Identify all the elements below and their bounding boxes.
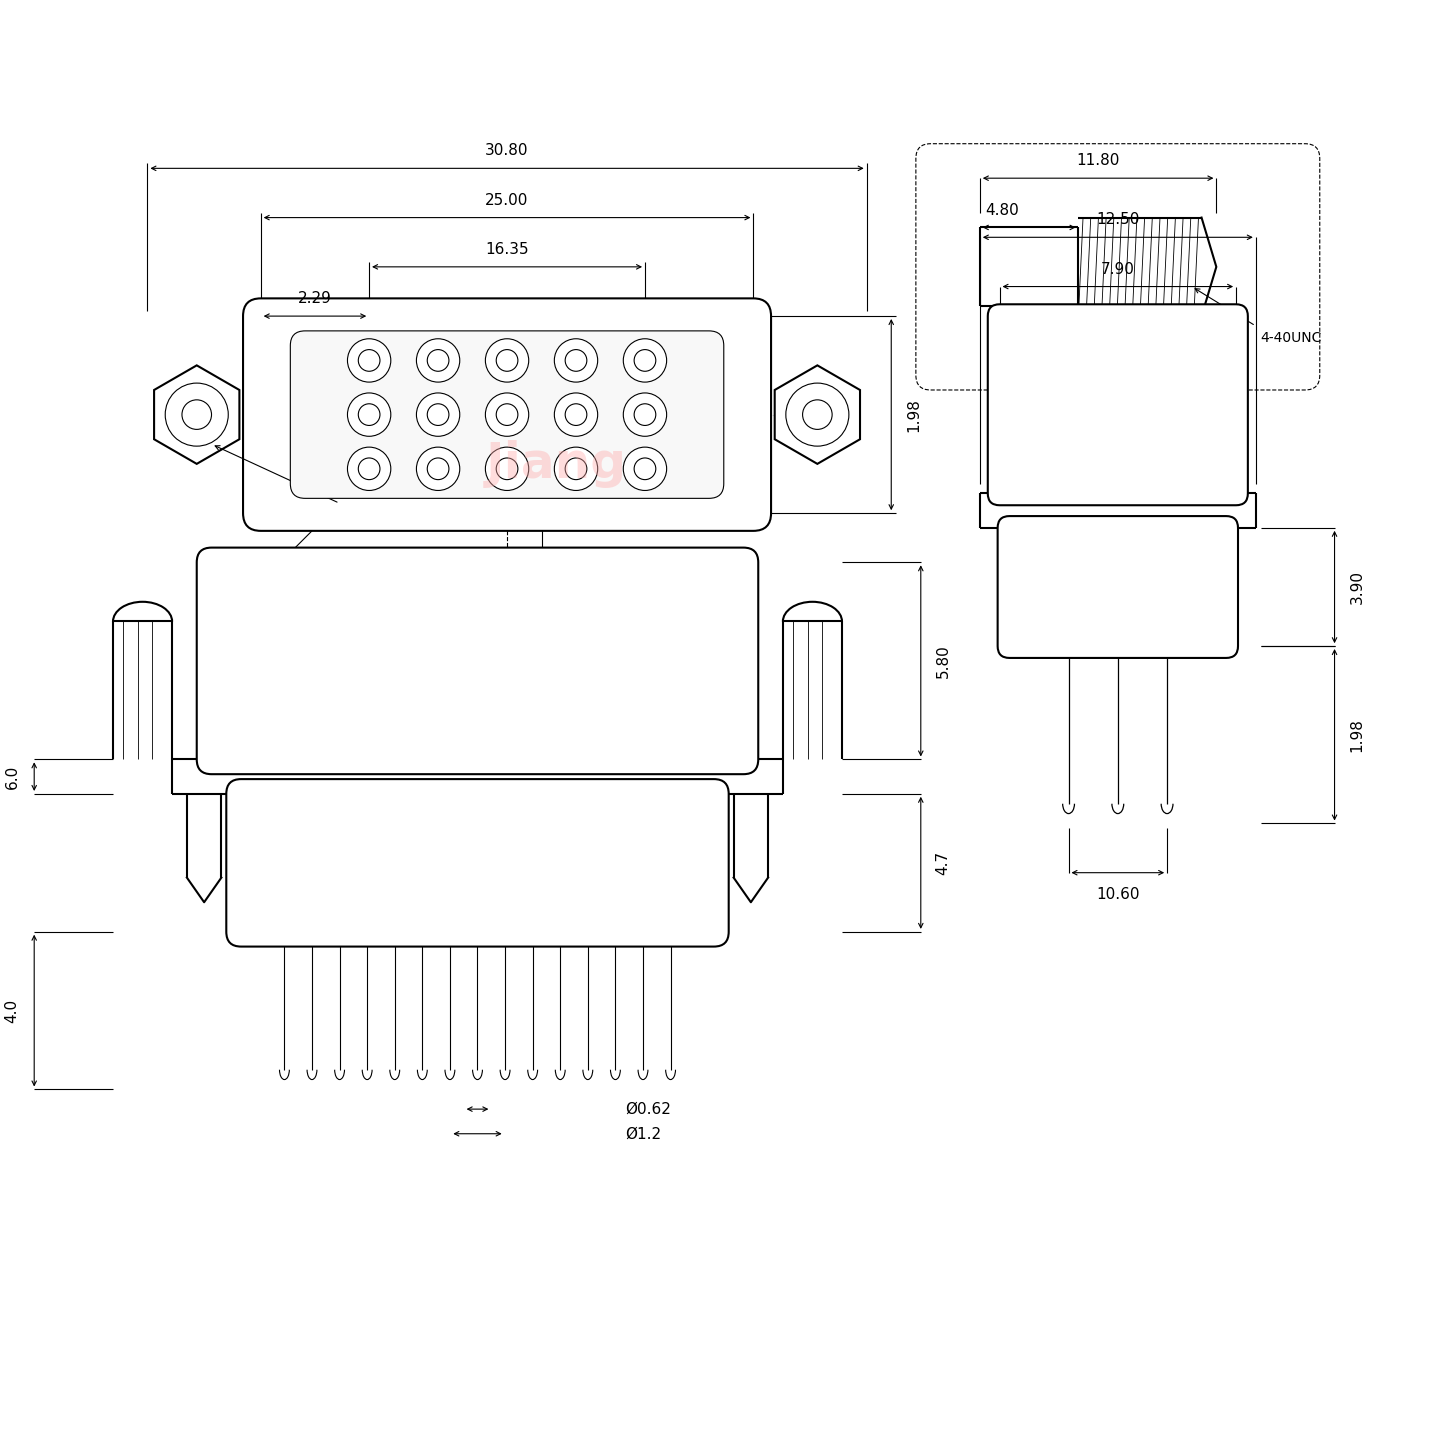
Circle shape	[428, 350, 449, 372]
Circle shape	[428, 458, 449, 480]
Circle shape	[416, 338, 459, 382]
Circle shape	[347, 338, 390, 382]
Circle shape	[416, 448, 459, 491]
Circle shape	[554, 448, 598, 491]
Circle shape	[497, 403, 518, 425]
FancyBboxPatch shape	[988, 304, 1248, 505]
Text: 15: 15	[325, 449, 340, 459]
Circle shape	[485, 393, 528, 436]
Circle shape	[564, 458, 588, 480]
Text: 6: 6	[674, 395, 681, 405]
Text: 1.98: 1.98	[906, 397, 922, 432]
Text: 10: 10	[325, 395, 340, 405]
Circle shape	[359, 350, 380, 372]
Polygon shape	[775, 366, 860, 464]
Text: 0.27: 0.27	[552, 596, 585, 612]
Text: 4-40UNC: 4-40UNC	[1260, 331, 1322, 346]
FancyBboxPatch shape	[998, 516, 1238, 658]
Text: 5.80: 5.80	[936, 644, 950, 678]
Circle shape	[428, 403, 449, 425]
Text: 1.98: 1.98	[1349, 717, 1364, 752]
Circle shape	[564, 403, 588, 425]
Circle shape	[485, 448, 528, 491]
Circle shape	[634, 458, 655, 480]
FancyBboxPatch shape	[916, 144, 1320, 390]
Circle shape	[634, 350, 655, 372]
Circle shape	[166, 383, 229, 446]
FancyBboxPatch shape	[291, 331, 724, 498]
Circle shape	[485, 338, 528, 382]
Circle shape	[359, 403, 380, 425]
Circle shape	[497, 458, 518, 480]
Text: Ø1.2: Ø1.2	[625, 1126, 661, 1142]
Circle shape	[624, 338, 667, 382]
Text: 4.80: 4.80	[985, 203, 1018, 217]
Text: 1: 1	[674, 341, 681, 351]
Circle shape	[181, 400, 212, 429]
Circle shape	[359, 458, 380, 480]
Text: 11: 11	[674, 449, 688, 459]
Text: 4.0: 4.0	[4, 998, 19, 1022]
Polygon shape	[154, 366, 239, 464]
Text: 5: 5	[333, 341, 340, 351]
Circle shape	[624, 393, 667, 436]
Text: 4.7: 4.7	[936, 851, 950, 876]
Text: Ø0.62: Ø0.62	[625, 1102, 671, 1116]
Text: 1.145: 1.145	[537, 359, 580, 373]
FancyBboxPatch shape	[226, 779, 729, 946]
Text: 12.50: 12.50	[1096, 213, 1139, 228]
Text: 2.29: 2.29	[298, 291, 331, 307]
Circle shape	[786, 383, 850, 446]
Text: 10.60: 10.60	[1096, 887, 1139, 903]
Circle shape	[802, 400, 832, 429]
Circle shape	[554, 393, 598, 436]
Circle shape	[634, 403, 655, 425]
Circle shape	[564, 350, 588, 372]
FancyBboxPatch shape	[197, 547, 759, 775]
FancyBboxPatch shape	[243, 298, 770, 531]
Text: 7.90: 7.90	[1102, 262, 1135, 276]
Text: 6.0: 6.0	[4, 765, 19, 789]
Text: Jiang: Jiang	[485, 439, 626, 488]
Circle shape	[497, 350, 518, 372]
Text: 2X4-40UNC: 2X4-40UNC	[207, 553, 281, 625]
Text: 30.80: 30.80	[485, 144, 528, 158]
Circle shape	[347, 393, 390, 436]
Text: 3.90: 3.90	[1349, 570, 1364, 603]
Circle shape	[624, 448, 667, 491]
Text: 16.35: 16.35	[485, 242, 528, 256]
Text: 25.00: 25.00	[485, 193, 528, 207]
Circle shape	[416, 393, 459, 436]
Circle shape	[347, 448, 390, 491]
Text: 11.80: 11.80	[1077, 153, 1120, 168]
Circle shape	[554, 338, 598, 382]
